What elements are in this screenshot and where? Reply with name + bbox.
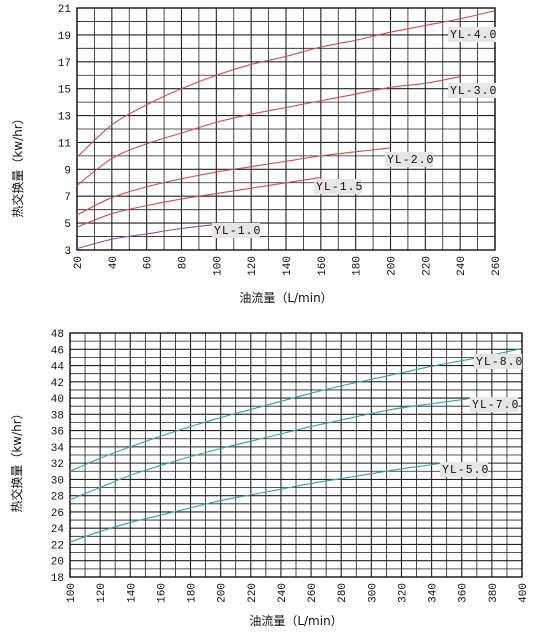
x-tick-label: 140 <box>126 583 138 603</box>
y-tick-label: 42 <box>51 378 64 390</box>
x-tick-label: 240 <box>456 256 468 276</box>
series-label-yl-7-0: YL-7.0 <box>472 399 519 412</box>
y-tick-label: 36 <box>51 427 64 439</box>
plot-frame <box>76 7 496 251</box>
x-tick-label: 20 <box>73 256 85 269</box>
y-tick-label: 17 <box>58 58 71 70</box>
y-tick-label: 15 <box>58 85 71 97</box>
chart-bottom: 18 20 22 24 26 28 30 32 34 36 38 40 42 44 46 48 100 120 14… <box>9 329 530 628</box>
x-tick-label: 140 <box>282 256 294 276</box>
x-tick-label: 160 <box>156 583 168 603</box>
x-tick-label: 260 <box>491 256 503 276</box>
series-label-yl-2-0: YL-2.0 <box>387 154 434 167</box>
y-tick-label: 44 <box>51 362 65 374</box>
series-label-bg <box>448 27 496 42</box>
x-tick-label: 340 <box>428 583 440 603</box>
x-tick-label: 280 <box>337 583 349 603</box>
y-axis-title: 热交换量（kw/hr） <box>9 407 24 512</box>
series-label-yl-4-0: YL-4.0 <box>450 29 497 42</box>
plot-frame <box>69 332 523 578</box>
grid <box>76 7 496 251</box>
series-line-yl-8-0 <box>69 347 523 472</box>
y-tick-label: 32 <box>51 459 64 471</box>
x-tick-label: 40 <box>108 256 120 269</box>
x-tick-label: 80 <box>178 256 190 269</box>
y-tick-label: 21 <box>58 4 72 16</box>
x-tick-label: 180 <box>352 256 364 276</box>
series-label-bg <box>385 152 433 167</box>
x-tick-label: 320 <box>397 583 409 603</box>
series-label-yl-3-0: YL-3.0 <box>450 85 497 98</box>
y-tick-label: 48 <box>51 329 64 341</box>
x-tick-label: 240 <box>277 583 289 603</box>
x-tick-label: 200 <box>387 256 399 276</box>
series-line-yl-1-5 <box>76 176 321 228</box>
y-tick-label: 30 <box>51 475 64 487</box>
x-tick-label: 300 <box>367 583 379 603</box>
x-tick-label: 400 <box>518 583 530 603</box>
y-tick-label: 3 <box>64 246 71 258</box>
series-label-yl-8-0: YL-8.0 <box>476 356 523 369</box>
series-label-bg <box>470 397 518 412</box>
y-tick-label: 28 <box>51 492 64 504</box>
x-axis-title: 油流量（L/min） <box>239 291 332 305</box>
y-tick-label: 11 <box>58 138 72 150</box>
x-tick-label: 120 <box>96 583 108 603</box>
series-label-bg <box>448 83 496 98</box>
series-line-yl-3-0 <box>76 76 461 186</box>
y-tick-label: 22 <box>51 540 64 552</box>
y-tick-label: 26 <box>51 508 64 520</box>
series-label-bg <box>212 223 260 238</box>
y-tick-label: 13 <box>58 112 71 124</box>
series-line-yl-1-0 <box>76 223 217 250</box>
series-line-yl-5-0 <box>69 461 447 543</box>
x-tick-label: 180 <box>187 583 199 603</box>
series-line-yl-2-0 <box>76 147 391 216</box>
x-tick-label: 220 <box>247 583 259 603</box>
y-tick-label: 5 <box>64 219 71 231</box>
y-tick-label: 20 <box>51 557 64 569</box>
y-tick-label: 9 <box>64 165 71 177</box>
x-tick-label: 220 <box>421 256 433 276</box>
y-tick-label: 19 <box>58 31 71 43</box>
y-tick-label: 24 <box>51 524 65 536</box>
series-line-yl-7-0 <box>69 396 477 501</box>
x-tick-label: 100 <box>212 256 224 276</box>
series-label-yl-5-0: YL-5.0 <box>442 464 489 477</box>
y-tick-label: 40 <box>51 394 64 406</box>
y-tick-label: 38 <box>51 410 64 422</box>
x-axis-title: 油流量（L/min） <box>249 614 342 628</box>
y-axis-title: 热交换量（kw/hr） <box>10 112 25 217</box>
y-tick-label: 18 <box>51 573 64 585</box>
chart-top: 3 5 7 9 11 13 15 17 19 21 20 40 60 80 100 120 140 160 180 2… <box>10 4 503 305</box>
series-label-bg <box>440 462 488 477</box>
x-tick-label: 120 <box>247 256 259 276</box>
x-tick-label: 260 <box>307 583 319 603</box>
y-tick-label: 7 <box>64 192 71 204</box>
x-tick-label: 360 <box>458 583 470 603</box>
x-tick-label: 380 <box>488 583 500 603</box>
series-line-yl-4-0 <box>76 10 496 158</box>
y-tick-label: 46 <box>51 345 64 357</box>
x-tick-label: 100 <box>66 583 78 603</box>
series-label-bg <box>314 179 362 194</box>
series-label-yl-1-0: YL-1.0 <box>214 225 261 238</box>
y-tick-label: 34 <box>51 443 65 455</box>
x-tick-label: 200 <box>217 583 229 603</box>
x-tick-label: 60 <box>143 256 155 269</box>
grid <box>69 332 523 578</box>
x-tick-label: 160 <box>317 256 329 276</box>
series-label-bg <box>474 354 522 369</box>
series-label-yl-1-5: YL-1.5 <box>316 181 363 194</box>
